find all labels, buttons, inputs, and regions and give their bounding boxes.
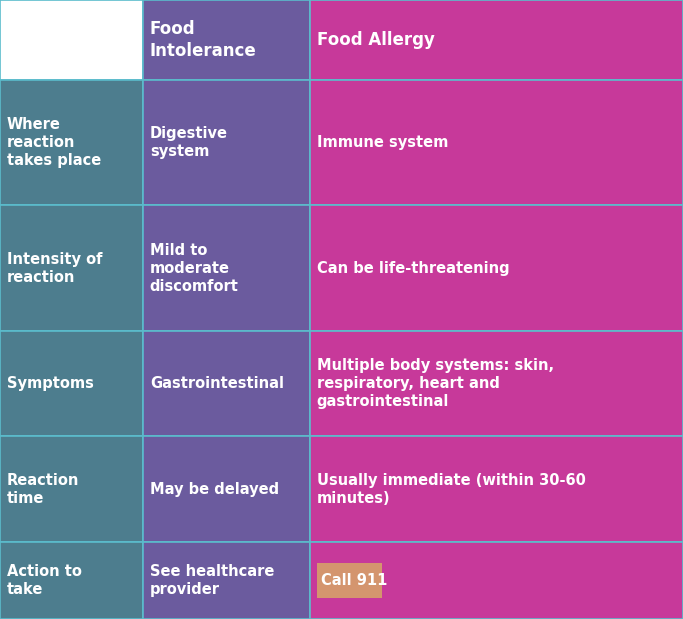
Bar [143,79,310,206]
Bar [0,206,143,331]
Bar [0,542,143,619]
Bar [310,331,683,436]
Bar [143,331,310,436]
Text: Action to
take: Action to take [7,564,82,597]
Bar [143,436,310,542]
Bar [310,0,683,79]
Text: Immune system: Immune system [317,135,448,150]
Text: See healthcare
provider: See healthcare provider [150,564,274,597]
Bar [0,436,143,542]
Bar [310,542,683,619]
Text: Food Allergy: Food Allergy [317,31,434,49]
Bar [310,206,683,331]
Text: Reaction
time: Reaction time [7,473,79,506]
Text: Usually immediate (within 30-60
minutes): Usually immediate (within 30-60 minutes) [317,473,586,506]
Bar [317,563,382,598]
Bar [0,331,143,436]
Text: Multiple body systems: skin,
respiratory, heart and
gastrointestinal: Multiple body systems: skin, respiratory… [317,358,554,409]
Bar [0,0,143,79]
Text: Digestive
system: Digestive system [150,126,228,159]
Bar [310,436,683,542]
Text: Where
reaction
takes place: Where reaction takes place [7,117,101,168]
Bar [143,542,310,619]
Text: Intensity of
reaction: Intensity of reaction [7,252,102,285]
Text: Gastrointestinal: Gastrointestinal [150,376,284,391]
Text: Mild to
moderate
discomfort: Mild to moderate discomfort [150,243,238,293]
Text: Can be life-threatening: Can be life-threatening [317,261,510,275]
Bar [143,206,310,331]
Text: May be delayed: May be delayed [150,482,279,496]
Text: Symptoms: Symptoms [7,376,94,391]
Bar [310,79,683,206]
Text: Call 911: Call 911 [321,573,387,588]
Bar [0,79,143,206]
Bar [143,0,310,79]
Text: Food
Intolerance: Food Intolerance [150,20,257,59]
